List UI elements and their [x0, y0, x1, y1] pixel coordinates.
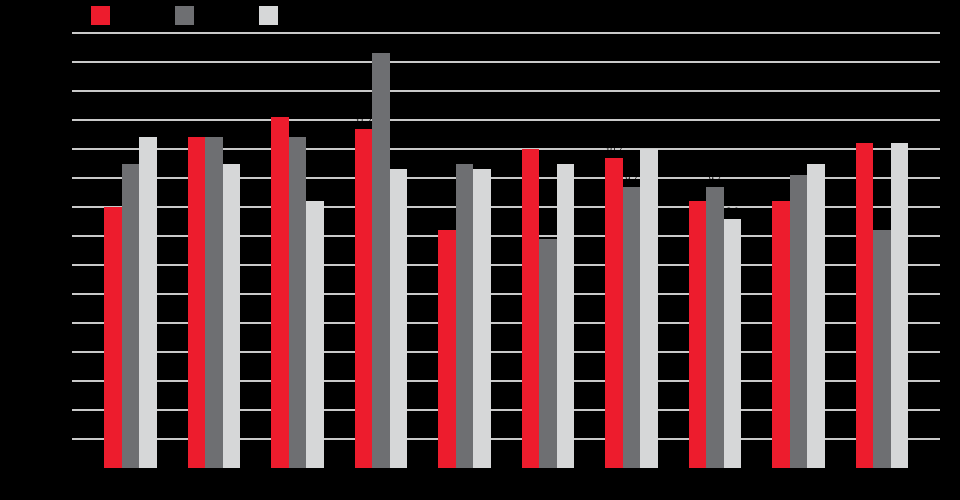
- legend-swatch-darkgray: [175, 5, 194, 25]
- gridline: [72, 148, 940, 150]
- bar-value-label: 12.1: [271, 104, 289, 115]
- bar-value-label: 11.4: [188, 124, 205, 135]
- y-tick-label: 5: [59, 316, 66, 328]
- bar-value-label: 11.4: [139, 124, 157, 135]
- bar-series1-group7: [605, 157, 623, 468]
- gridline: [72, 206, 940, 208]
- bar-value-label: 10.3: [473, 156, 491, 167]
- bar-value-label: 10.3: [389, 156, 408, 167]
- bar-value-label: 11.7: [355, 115, 372, 126]
- bar-value-label: 11.4: [205, 124, 223, 135]
- y-tick-label: 7: [59, 258, 66, 270]
- bar-value-label: 7.9: [541, 225, 555, 236]
- legend-item-3: [259, 5, 321, 25]
- y-tick-label: 10: [53, 171, 66, 183]
- bar-series2-group8: [706, 186, 724, 468]
- bar-value-label: 10.5: [222, 150, 241, 161]
- y-tick-label: 1: [59, 432, 66, 444]
- bar-value-label: 8.6: [726, 205, 739, 216]
- bar-series3-group6: [556, 163, 575, 468]
- bar-series3-group2: [222, 163, 241, 468]
- bar-value-label: 11.4: [289, 124, 306, 135]
- bar-series2-group10: [873, 230, 891, 468]
- gridline: [72, 409, 940, 411]
- bar-value-label: 11.0: [522, 136, 539, 146]
- bar-value-label: 9.7: [625, 173, 638, 184]
- legend-swatch-red: [91, 5, 110, 25]
- gridline: [72, 380, 940, 382]
- bar-series3-group9: [807, 163, 825, 468]
- gridline: [72, 119, 940, 121]
- bar-value-label: 9.0: [106, 194, 120, 204]
- gridline: [72, 61, 940, 63]
- plot-area: 15 14 13 12 11 10 9 8 7 6 5 4 3 2 1 9.0 10.5 11.4 11.4 11.4…: [54, 27, 940, 468]
- bar-series1-group10: [855, 143, 874, 468]
- y-tick-label: 2: [59, 403, 66, 415]
- y-tick-label: 12: [53, 113, 66, 125]
- bar-value-label: 11.0: [640, 136, 658, 146]
- bar-series3-group3: [306, 201, 324, 468]
- bar-series2-group4: [372, 53, 390, 468]
- legend-swatch-lightgray: [259, 5, 278, 25]
- y-tick-label: 3: [59, 374, 66, 386]
- bar-series2-group7: [622, 186, 641, 468]
- gridline: [72, 351, 940, 353]
- bar-series2-group6: [539, 238, 557, 468]
- bar-value-label: 10.5: [556, 150, 575, 161]
- bar-value-label: 11.2: [856, 130, 873, 141]
- legend-item-1: [91, 5, 153, 25]
- gridline: [72, 235, 940, 237]
- y-tick-label: 9: [59, 200, 66, 212]
- bar-series1-group4: [354, 128, 373, 468]
- y-tick-label: 15: [53, 26, 66, 38]
- bar-series1-group2: [187, 137, 206, 468]
- bar-value-label: 10.5: [807, 150, 825, 161]
- bar-series3-group1: [139, 137, 157, 468]
- bar-value-label: 10.5: [455, 150, 474, 161]
- y-tick-label: 13: [53, 84, 66, 96]
- bar-value-label: 8.2: [440, 217, 454, 228]
- bar-series3-group7: [640, 149, 658, 468]
- bar-series3-group5: [473, 169, 491, 468]
- gridline: [72, 264, 940, 266]
- bar-series1-group5: [438, 230, 456, 468]
- legend: [91, 5, 343, 25]
- bar-value-label: 11.2: [891, 130, 908, 141]
- bar-series1-group6: [521, 149, 540, 468]
- bar-series1-group8: [688, 201, 707, 468]
- bar-series3-group8: [723, 218, 742, 468]
- gridline: [72, 293, 940, 295]
- y-tick-label: 14: [53, 55, 66, 67]
- gridline: [72, 322, 940, 324]
- y-tick-label: 11: [54, 142, 66, 154]
- bar-value-label: 9.2: [308, 188, 322, 199]
- bar-series3-group10: [890, 143, 909, 468]
- y-tick-label: 4: [59, 345, 66, 357]
- bar-series1-group3: [271, 117, 289, 468]
- gridline: [72, 177, 940, 179]
- gridline: [72, 438, 940, 440]
- bar-value-label: 9.7: [708, 173, 722, 184]
- bar-value-label: 9.2: [691, 188, 704, 199]
- bar-value-label: 9.2: [774, 188, 788, 199]
- bar-series2-group2: [205, 137, 223, 468]
- bar-series2-group9: [789, 175, 808, 468]
- bar-series1-group9: [772, 201, 790, 468]
- gridline: [72, 90, 940, 92]
- y-tick-label: 6: [59, 287, 66, 299]
- bar-series3-group4: [389, 169, 408, 468]
- legend-item-2: [175, 5, 237, 25]
- gridline: [72, 32, 940, 34]
- bar-series1-group1: [104, 207, 122, 468]
- bar-value-label: 10.1: [789, 162, 808, 173]
- bar-series2-group3: [288, 137, 307, 468]
- bar-series2-group5: [455, 163, 474, 468]
- bar-value-label: 10.5: [121, 150, 140, 161]
- y-tick-label: 8: [59, 229, 66, 241]
- bar-value-label: 10.7: [605, 144, 623, 155]
- bar-value-label: 14.3: [372, 40, 390, 51]
- bar-value-label: 8.2: [875, 217, 889, 228]
- bar-series2-group1: [121, 163, 140, 468]
